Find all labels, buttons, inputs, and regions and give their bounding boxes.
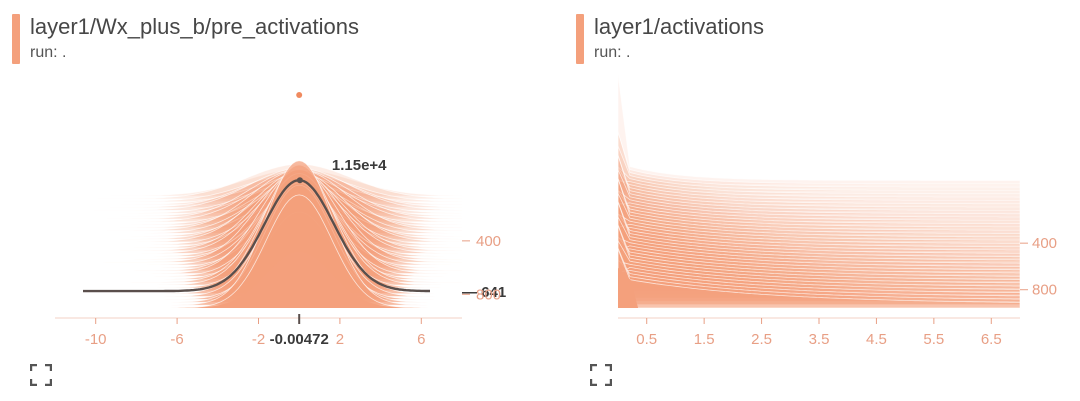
ridge-slice [55, 169, 463, 220]
ridge-slice [55, 173, 463, 203]
ridge-slice [55, 169, 463, 231]
histogram-card-pre-activations: layer1/Wx_plus_b/pre_activations run: . … [0, 0, 540, 401]
x-tick-label: -10 [85, 331, 107, 348]
x-tick-label: 2.5 [751, 331, 772, 348]
fullscreen-expand-icon[interactable] [590, 364, 612, 386]
ridge-slice [617, 132, 1021, 189]
y-axis-ticks: 400 800 [1020, 235, 1057, 299]
ridge-slice [617, 165, 1021, 199]
ridge-slice [617, 213, 1021, 245]
ridge-slice [617, 131, 1021, 192]
ridge-slice [617, 189, 1021, 232]
x-tick-label: 2 [336, 331, 344, 348]
x-tick-label: -2 [252, 331, 265, 348]
ridge-slice-latest [55, 251, 462, 308]
ridge-slice-latest [618, 268, 639, 308]
x-tick-label: 6 [417, 331, 425, 348]
x-tick-label: -6 [170, 331, 183, 348]
fullscreen-expand-icon[interactable] [30, 364, 52, 386]
ridge-slice [617, 248, 1021, 309]
ridge-slice [617, 247, 1021, 306]
highlighted-slice-line[interactable] [83, 178, 430, 293]
ridge-slice [55, 181, 463, 214]
ridge-slice [617, 169, 1021, 219]
y-tick-label: 400 [476, 233, 501, 250]
histogram-chart-activations[interactable]: 0.5 1.5 2.5 3.5 4.5 5.5 6.5 400 800 [540, 0, 1080, 401]
x-tick-label: 6.5 [981, 331, 1002, 348]
histogram-card-activations: layer1/activations run: . 0.5 1.5 2.5 3.5 4.… [540, 0, 1080, 401]
x-tick-label: 5.5 [923, 331, 944, 348]
ridge-slice [617, 193, 1021, 242]
card-accent-bar [576, 14, 584, 64]
histogram-chart-pre-activations[interactable]: 1.15e+4 — 641 -10 -6 -2 2 6 -0.00472 400 800 [0, 0, 540, 401]
card-title: layer1/activations [594, 14, 764, 39]
ridge-slice [617, 212, 1021, 255]
x-tick-label: 3.5 [809, 331, 830, 348]
card-run-label: run: . [30, 44, 67, 61]
ridge-slice [617, 216, 1021, 266]
ridge-slice [617, 224, 1021, 282]
ridge-slice [617, 201, 1021, 259]
highlighted-peak-marker [296, 177, 303, 184]
ridge-slice [617, 166, 1021, 209]
ridge-slice [55, 168, 462, 274]
ridge-slice [617, 225, 1021, 286]
ridge-slice [617, 201, 1021, 262]
ridge-slice [55, 164, 462, 294]
highlighted-step-label: — 641 [462, 284, 506, 301]
ridge-slice [617, 154, 1021, 215]
card-run-label: run: . [594, 44, 631, 61]
x-tick-label: 0.5 [636, 331, 657, 348]
peak-count-label: 1.15e+4 [332, 157, 387, 174]
x-tick-label: 1.5 [694, 331, 715, 348]
x-axis-ticks: 0.5 1.5 2.5 3.5 4.5 5.5 6.5 [636, 318, 1002, 348]
card-accent-bar [12, 14, 20, 64]
card-title: layer1/Wx_plus_b/pre_activations [30, 14, 359, 39]
x-axis-ticks: -10 -6 -2 2 6 [85, 318, 425, 348]
ridge-slice [617, 74, 1021, 185]
ridge-slice [617, 202, 1021, 225]
ridge-slices [617, 74, 1021, 309]
highlight-x-label: -0.00472 [270, 331, 329, 348]
x-tick-label: 4.5 [866, 331, 887, 348]
y-tick-label: 800 [1032, 282, 1057, 299]
ridge-slice [617, 202, 1021, 229]
ridge-slice [617, 179, 1021, 205]
ridge-slice [617, 189, 1021, 222]
y-tick-label: 800 [476, 286, 501, 303]
y-axis-ticks: 400 800 [462, 233, 501, 303]
ridge-slice [55, 181, 463, 228]
y-tick-label: 400 [1032, 235, 1057, 252]
ridge-slice [617, 155, 1021, 212]
peak-top-marker [296, 92, 303, 98]
ridge-slice [617, 145, 1021, 195]
